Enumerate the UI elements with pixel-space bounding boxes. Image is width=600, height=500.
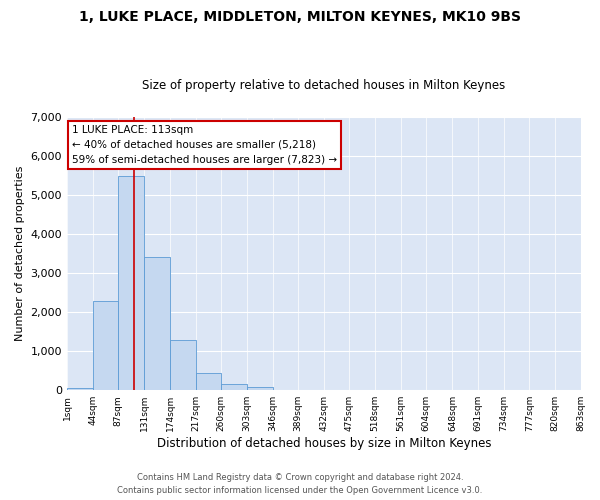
- Text: 1, LUKE PLACE, MIDDLETON, MILTON KEYNES, MK10 9BS: 1, LUKE PLACE, MIDDLETON, MILTON KEYNES,…: [79, 10, 521, 24]
- Bar: [118, 176, 145, 390]
- Bar: [221, 384, 247, 390]
- Text: Contains HM Land Registry data © Crown copyright and database right 2024.
Contai: Contains HM Land Registry data © Crown c…: [118, 474, 482, 495]
- Text: 1 LUKE PLACE: 113sqm
← 40% of detached houses are smaller (5,218)
59% of semi-de: 1 LUKE PLACE: 113sqm ← 40% of detached h…: [72, 125, 337, 164]
- Bar: [92, 301, 118, 390]
- Bar: [170, 340, 196, 390]
- Bar: [67, 388, 92, 390]
- Bar: [145, 256, 170, 390]
- X-axis label: Distribution of detached houses by size in Milton Keynes: Distribution of detached houses by size …: [157, 437, 491, 450]
- Title: Size of property relative to detached houses in Milton Keynes: Size of property relative to detached ho…: [142, 79, 505, 92]
- Bar: [247, 387, 272, 390]
- Bar: [196, 373, 221, 390]
- Y-axis label: Number of detached properties: Number of detached properties: [15, 166, 25, 341]
